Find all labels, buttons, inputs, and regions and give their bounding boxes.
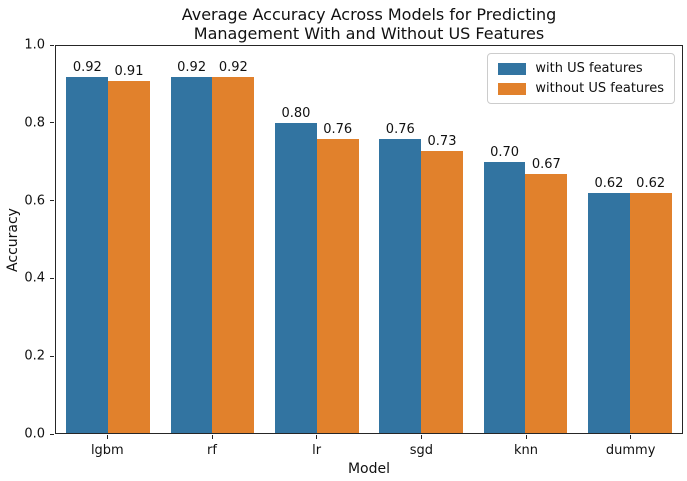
bar-group-rf: 0.92 0.92 xyxy=(160,46,264,433)
bar-value-label: 0.80 xyxy=(281,106,311,122)
bar-wrap: 0.70 xyxy=(483,46,526,433)
legend-label: without US features xyxy=(535,81,664,96)
bar-value-label: 0.76 xyxy=(385,121,415,137)
y-tick-label: 0.4 xyxy=(24,270,45,286)
legend-swatch xyxy=(498,62,527,75)
x-tick-mark xyxy=(211,435,213,439)
legend: with US features without US features xyxy=(487,53,675,104)
bar-without-US-features xyxy=(629,193,672,433)
bar-value-label: 0.92 xyxy=(177,59,207,75)
y-axis-label-wrap: Accuracy xyxy=(0,45,26,434)
bar-without-US-features xyxy=(108,80,150,433)
bar-wrap: 0.73 xyxy=(421,46,463,433)
x-tick-mark xyxy=(630,435,632,439)
y-axis-ticks: 0.0 0.2 0.4 0.6 0.8 1.0 xyxy=(0,38,55,442)
x-axis-label: Model xyxy=(347,461,391,477)
bar-value-label: 0.62 xyxy=(636,176,666,192)
bar-wrap: 0.67 xyxy=(525,46,568,433)
bar-value-label: 0.92 xyxy=(218,59,248,75)
bar-wrap: 0.92 xyxy=(170,46,213,433)
bar-value-label: 0.67 xyxy=(531,156,561,172)
bar-wrap: 0.91 xyxy=(108,46,150,433)
bar-value-label: 0.92 xyxy=(72,59,102,75)
legend-swatch xyxy=(498,82,527,95)
bar-wrap: 0.92 xyxy=(212,46,255,433)
x-tick-mark xyxy=(420,435,422,439)
bar-without-US-features xyxy=(421,150,463,433)
bar-wrap: 0.62 xyxy=(588,46,630,433)
y-tick-mark xyxy=(50,200,54,202)
legend-label: with US features xyxy=(535,61,643,76)
y-tick-label: 0.0 xyxy=(24,426,45,442)
y-tick-label: 0.8 xyxy=(24,115,45,131)
x-tick-label-lgbm: lgbm xyxy=(90,443,124,458)
plot-area: 0.92 0.91 0.92 0.92 0.80 0.76 0.76 0.73 0.70 0.67… xyxy=(55,45,683,434)
bar-with-US-features xyxy=(170,76,213,433)
bar-with-US-features xyxy=(483,162,526,433)
bar-without-US-features xyxy=(212,76,255,433)
bar-wrap: 0.76 xyxy=(316,46,359,433)
bar-group-lgbm: 0.92 0.91 xyxy=(56,46,160,433)
y-tick-label: 1.0 xyxy=(24,37,45,53)
y-axis-label: Accuracy xyxy=(5,207,22,272)
y-tick-mark xyxy=(50,122,54,124)
legend-item: without US features xyxy=(498,82,664,95)
y-tick-mark xyxy=(50,44,54,46)
y-tick-mark xyxy=(50,433,54,435)
bar-group-knn: 0.70 0.67 xyxy=(473,46,577,433)
x-tick-mark xyxy=(106,435,108,439)
x-axis-ticks: Model lgbm rf lr sgd knn dummy xyxy=(55,435,683,481)
bar-wrap: 0.92 xyxy=(66,46,109,433)
legend-item: with US features xyxy=(498,62,664,75)
bar-with-US-features xyxy=(379,138,422,433)
bar-wrap: 0.62 xyxy=(629,46,672,433)
chart-title: Average Accuracy Across Models for Predi… xyxy=(181,5,557,43)
y-tick-label: 0.6 xyxy=(24,193,45,209)
bar-wrap: 0.76 xyxy=(379,46,422,433)
y-tick-mark xyxy=(50,277,54,279)
bar-value-label: 0.91 xyxy=(114,63,144,79)
bar-value-label: 0.62 xyxy=(594,176,624,192)
bar-group-dummy: 0.62 0.62 xyxy=(578,46,682,433)
bar-group-lr: 0.80 0.76 xyxy=(265,46,369,433)
x-tick-mark xyxy=(316,435,318,439)
y-tick-label: 0.2 xyxy=(24,348,45,364)
bar-without-US-features xyxy=(525,173,568,433)
bar-value-label: 0.70 xyxy=(490,145,520,161)
x-tick-label-rf: rf xyxy=(207,443,217,458)
x-tick-label-knn: knn xyxy=(513,443,538,458)
bar-group-sgd: 0.76 0.73 xyxy=(369,46,473,433)
bar-value-label: 0.76 xyxy=(323,121,353,137)
bars-layer: 0.92 0.91 0.92 0.92 0.80 0.76 0.76 0.73 0.70 0.67… xyxy=(56,46,682,433)
x-tick-mark xyxy=(525,435,527,439)
bar-wrap: 0.80 xyxy=(275,46,317,433)
x-tick-label-sgd: sgd xyxy=(409,443,433,458)
x-tick-label-dummy: dummy xyxy=(605,443,656,458)
bar-value-label: 0.73 xyxy=(427,133,457,149)
bar-with-US-features xyxy=(588,193,630,433)
x-tick-label-lr: lr xyxy=(312,443,322,458)
bar-with-US-features xyxy=(275,123,317,433)
bar-with-US-features xyxy=(66,76,109,433)
y-tick-mark xyxy=(50,355,54,357)
bar-without-US-features xyxy=(316,138,359,433)
